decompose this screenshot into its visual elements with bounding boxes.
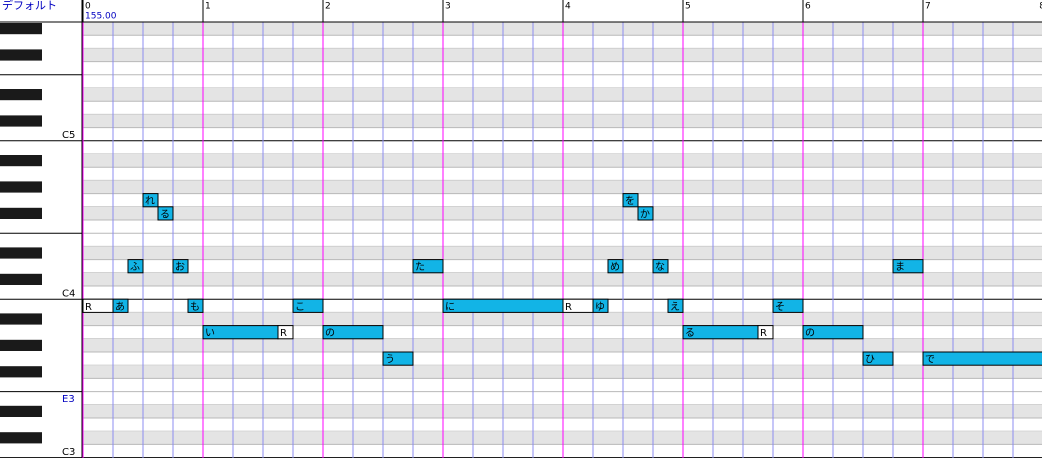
- note[interactable]: [322, 325, 384, 340]
- note-lyric: R: [760, 328, 767, 339]
- black-key: [0, 313, 42, 325]
- black-key: [0, 432, 42, 444]
- note-lyric: お: [175, 261, 185, 273]
- note[interactable]: [622, 193, 639, 208]
- note[interactable]: [127, 259, 144, 274]
- note[interactable]: [292, 298, 324, 313]
- note-lyric: た: [415, 261, 425, 273]
- keyboard: C5 C4 E3 C3: [0, 23, 82, 458]
- measure-number: 3: [445, 2, 451, 12]
- note[interactable]: [142, 193, 159, 208]
- note-lyric: れ: [145, 195, 155, 207]
- key-label: C5: [62, 130, 75, 141]
- black-key: [0, 207, 42, 219]
- note[interactable]: [772, 298, 804, 313]
- black-key: [0, 155, 42, 167]
- tempo[interactable]: 155.00: [85, 12, 117, 22]
- note[interactable]: [172, 259, 189, 274]
- note-lyric: R: [565, 302, 572, 313]
- note[interactable]: [382, 351, 414, 366]
- black-key: [0, 405, 42, 417]
- black-key: [0, 339, 42, 351]
- note-lyric: な: [655, 261, 665, 273]
- note[interactable]: [652, 259, 669, 274]
- measure-number: 2: [325, 2, 331, 12]
- note[interactable]: [667, 298, 684, 313]
- note-lyric: こ: [295, 302, 305, 313]
- note-lyric: い: [205, 328, 215, 339]
- measure-number: 0: [85, 2, 91, 12]
- key-label: C3: [62, 447, 75, 458]
- note-lyric: ふ: [130, 261, 140, 273]
- measure-number: 7: [925, 2, 931, 12]
- note-lyric: る: [160, 208, 170, 220]
- measure-number: 5: [685, 2, 691, 12]
- note[interactable]: [412, 259, 444, 274]
- note-lyric: え: [670, 301, 680, 313]
- note-lyric: の: [805, 328, 815, 339]
- black-key: [0, 89, 42, 101]
- note-lyric: を: [625, 195, 635, 207]
- black-key: [0, 273, 42, 285]
- measure-number: 8: [1039, 2, 1042, 12]
- note-lyric: に: [445, 301, 455, 313]
- note-lyric: ひ: [865, 355, 875, 366]
- voice-name[interactable]: デフォルト: [2, 0, 57, 12]
- note[interactable]: [922, 351, 1042, 366]
- note-lyric: も: [190, 301, 200, 313]
- note-lyric: う: [385, 354, 395, 366]
- note-lyric: R: [85, 302, 92, 313]
- note[interactable]: [862, 351, 894, 366]
- note[interactable]: [607, 259, 624, 274]
- black-key: [0, 23, 42, 35]
- note-lyric: め: [610, 261, 620, 273]
- note[interactable]: [637, 206, 654, 221]
- note-lyric: そ: [775, 301, 785, 313]
- note[interactable]: [112, 298, 129, 313]
- note-lyric: で: [925, 355, 935, 366]
- black-key: [0, 115, 42, 127]
- key-label: E3: [62, 394, 75, 405]
- note-lyric: ゆ: [595, 301, 605, 313]
- note-lyric: あ: [115, 301, 125, 313]
- note-lyric: R: [280, 328, 287, 339]
- header-bar: [0, 0, 1042, 22]
- note[interactable]: [442, 298, 564, 313]
- measure-number: 4: [565, 2, 571, 12]
- black-key: [0, 49, 42, 61]
- note[interactable]: [187, 298, 204, 313]
- grid: [82, 22, 1042, 458]
- measure-number: 1: [205, 2, 211, 12]
- black-key: [0, 366, 42, 378]
- note-lyric: か: [640, 208, 650, 220]
- note[interactable]: [757, 325, 774, 340]
- note[interactable]: [277, 325, 294, 340]
- note[interactable]: [157, 206, 174, 221]
- measure-number: 6: [805, 2, 811, 12]
- note-lyric: ま: [895, 261, 905, 273]
- note-lyric: の: [325, 328, 335, 339]
- black-key: [0, 247, 42, 259]
- key-label: C4: [62, 289, 75, 300]
- note[interactable]: [592, 298, 609, 313]
- black-key: [0, 181, 42, 193]
- note-lyric: る: [685, 327, 695, 339]
- note[interactable]: [892, 259, 924, 274]
- note[interactable]: [802, 325, 864, 340]
